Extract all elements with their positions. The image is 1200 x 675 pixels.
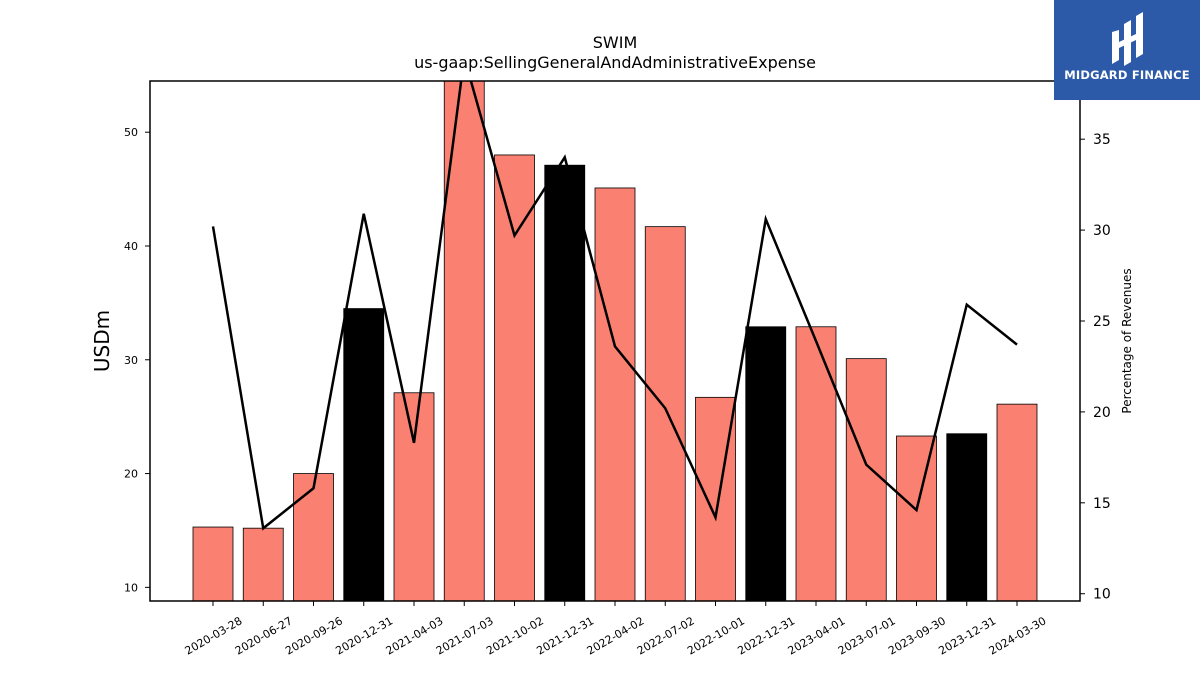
bar-group [192, 81, 1038, 601]
bar [745, 326, 787, 601]
y2-tick-label: 30 [1093, 223, 1111, 239]
midgard-logo-icon [1112, 12, 1143, 66]
x-axis-ticks: 2020-03-282020-06-272020-09-262020-12-31… [183, 601, 1049, 658]
bar [845, 358, 887, 601]
y-tick-label: 10 [124, 581, 138, 594]
bar [644, 226, 686, 601]
y-axis-label: USDm [90, 310, 114, 372]
chart-subtitle: us-gaap:SellingGeneralAndAdministrativeE… [414, 53, 816, 72]
bar [594, 187, 636, 601]
y2-tick-label: 15 [1093, 496, 1111, 512]
line-group [211, 81, 1018, 531]
bar [393, 392, 435, 601]
bar [544, 164, 586, 601]
x-tick-label: 2024-03-30 [987, 614, 1049, 657]
bar [192, 526, 234, 601]
y2-tick-label: 10 [1093, 587, 1111, 603]
bar [293, 473, 334, 601]
y-tick-label: 40 [124, 240, 138, 253]
bar [795, 326, 837, 601]
y2-tick-label: 20 [1093, 405, 1111, 421]
chart-title: SWIM [593, 33, 638, 52]
y-tick-label: 30 [124, 354, 138, 367]
bar [343, 308, 385, 601]
y2-tick-label: 35 [1093, 132, 1111, 148]
y2-axis-label: Percentage of Revenues [1120, 268, 1134, 413]
bar [896, 435, 937, 601]
y-tick-label: 20 [124, 468, 138, 481]
y2-axis-ticks: 10 15 20 25 30 35 [1080, 132, 1111, 603]
bar [443, 81, 485, 601]
bar [494, 154, 535, 601]
bar [946, 433, 988, 601]
y-axis-ticks: 10 20 30 40 50 [124, 126, 150, 594]
bar [242, 527, 284, 601]
brand-logo: MIDGARD FINANCE [1054, 0, 1200, 100]
y2-tick-label: 25 [1093, 314, 1111, 330]
y-tick-label: 50 [124, 126, 138, 139]
bar [996, 403, 1038, 601]
logo-text: MIDGARD FINANCE [1064, 68, 1190, 82]
percentage-line [211, 81, 1018, 531]
